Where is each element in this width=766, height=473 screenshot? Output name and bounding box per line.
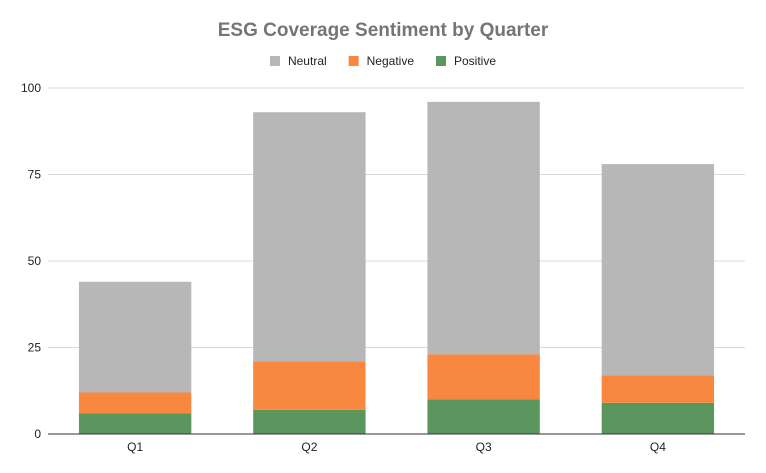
bar-positive-q2 — [253, 409, 366, 434]
bar-positive-q3 — [427, 399, 540, 434]
legend: Neutral Negative Positive — [269, 54, 496, 68]
y-tick-label: 50 — [28, 254, 42, 268]
bar-neutral-q3 — [427, 101, 540, 355]
y-axis: 0 25 50 75 100 — [21, 81, 41, 441]
chart-title: ESG Coverage Sentiment by Quarter — [218, 20, 549, 41]
legend-label-negative: Negative — [367, 54, 415, 68]
bars — [78, 101, 715, 434]
bar-positive-q1 — [78, 413, 192, 434]
legend-label-positive: Positive — [454, 54, 496, 68]
bar-positive-q4 — [601, 402, 715, 434]
y-tick-label: 75 — [28, 168, 42, 182]
bar-neutral-q1 — [78, 281, 192, 393]
x-axis: Q1 Q2 Q3 Q4 — [48, 433, 745, 454]
bar-negative-q4 — [601, 375, 715, 403]
legend-swatch-neutral — [269, 56, 280, 66]
legend-swatch-negative — [348, 56, 359, 66]
bar-negative-q1 — [78, 392, 192, 414]
x-tick-label: Q3 — [476, 440, 492, 454]
x-tick-label: Q1 — [127, 440, 143, 454]
bar-negative-q2 — [253, 361, 366, 410]
legend-label-neutral: Neutral — [288, 54, 327, 68]
x-tick-label: Q4 — [650, 440, 666, 454]
bar-neutral-q2 — [253, 112, 366, 362]
x-tick-label: Q2 — [301, 440, 317, 454]
bar-neutral-q4 — [601, 164, 715, 376]
y-tick-label: 100 — [21, 81, 41, 95]
y-tick-label: 25 — [28, 341, 42, 355]
y-tick-label: 0 — [34, 427, 41, 441]
legend-swatch-positive — [436, 56, 447, 66]
bar-negative-q3 — [427, 354, 540, 400]
